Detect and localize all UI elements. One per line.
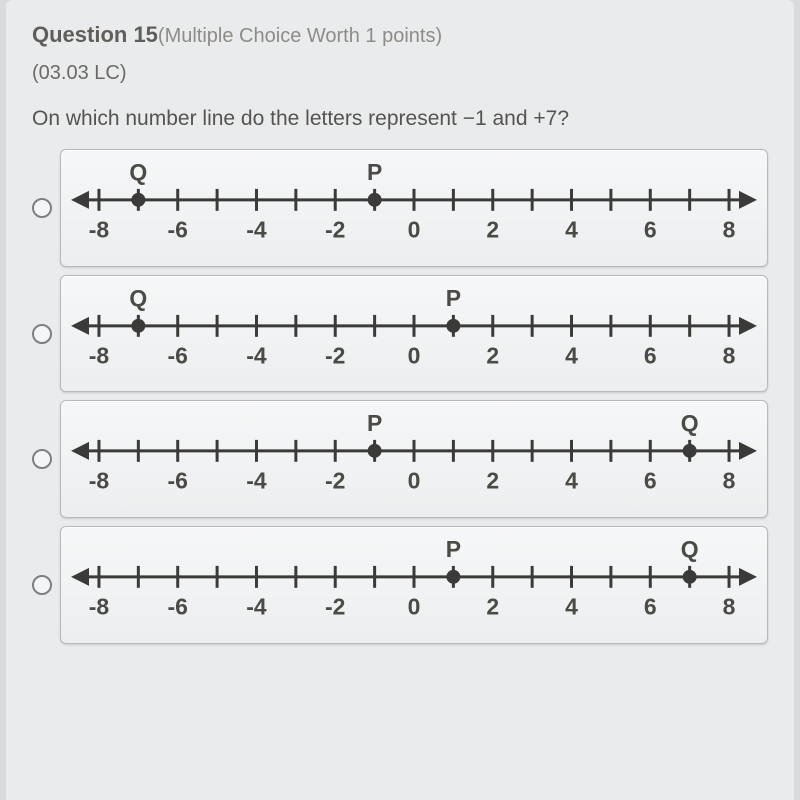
options-list: -8 -6 -4 -2 0 2 4 6 8 Q P -8 -6 -4 -2 0 2 4 6 8 Q P -8 -6 -4… — [32, 149, 768, 644]
svg-text:-8: -8 — [89, 342, 110, 368]
option-row[interactable]: -8 -6 -4 -2 0 2 4 6 8 P Q — [32, 526, 768, 644]
radio-option-2[interactable] — [32, 324, 52, 344]
svg-text:P: P — [446, 536, 461, 562]
svg-text:2: 2 — [486, 342, 499, 368]
svg-text:-8: -8 — [89, 594, 110, 620]
svg-text:-6: -6 — [168, 342, 188, 368]
svg-text:-6: -6 — [168, 217, 188, 243]
svg-text:8: 8 — [723, 468, 736, 494]
svg-text:2: 2 — [486, 594, 499, 620]
svg-text:-4: -4 — [246, 594, 267, 620]
radio-option-4[interactable] — [32, 575, 52, 595]
question-container: Question 15(Multiple Choice Worth 1 poin… — [6, 0, 794, 800]
svg-text:-4: -4 — [246, 217, 267, 243]
svg-text:4: 4 — [565, 217, 578, 243]
option-card: -8 -6 -4 -2 0 2 4 6 8 P Q — [60, 526, 768, 644]
svg-text:4: 4 — [565, 342, 578, 368]
svg-text:0: 0 — [408, 594, 421, 620]
option-card: -8 -6 -4 -2 0 2 4 6 8 Q P — [60, 275, 768, 393]
question-prompt: On which number line do the letters repr… — [32, 107, 768, 131]
svg-text:Q: Q — [129, 159, 147, 185]
svg-text:P: P — [367, 159, 382, 185]
svg-text:-8: -8 — [89, 217, 110, 243]
svg-text:6: 6 — [644, 594, 657, 620]
svg-text:Q: Q — [681, 410, 699, 436]
number-line-chart: -8 -6 -4 -2 0 2 4 6 8 P Q — [71, 405, 757, 513]
number-line-chart: -8 -6 -4 -2 0 2 4 6 8 P Q — [71, 531, 757, 639]
svg-text:-2: -2 — [325, 217, 345, 243]
svg-text:0: 0 — [408, 468, 421, 494]
option-card: -8 -6 -4 -2 0 2 4 6 8 P Q — [60, 400, 768, 518]
question-number: Question 15 — [32, 22, 158, 47]
svg-text:Q: Q — [129, 285, 147, 311]
svg-text:2: 2 — [486, 468, 499, 494]
svg-text:-8: -8 — [89, 468, 110, 494]
svg-text:0: 0 — [408, 217, 421, 243]
svg-text:0: 0 — [408, 342, 421, 368]
option-card: -8 -6 -4 -2 0 2 4 6 8 Q P — [60, 149, 768, 267]
svg-text:P: P — [446, 285, 461, 311]
radio-option-3[interactable] — [32, 449, 52, 469]
svg-text:-2: -2 — [325, 342, 345, 368]
svg-text:P: P — [367, 410, 382, 436]
question-code: (03.03 LC) — [32, 62, 768, 85]
svg-text:6: 6 — [644, 217, 657, 243]
question-meta: (Multiple Choice Worth 1 points) — [158, 25, 442, 47]
number-line-chart: -8 -6 -4 -2 0 2 4 6 8 Q P — [71, 154, 757, 262]
svg-text:-6: -6 — [168, 594, 188, 620]
svg-text:Q: Q — [681, 536, 699, 562]
option-row[interactable]: -8 -6 -4 -2 0 2 4 6 8 Q P — [32, 149, 768, 267]
svg-text:8: 8 — [723, 594, 736, 620]
svg-text:-4: -4 — [246, 342, 267, 368]
svg-text:4: 4 — [565, 468, 578, 494]
radio-option-1[interactable] — [32, 198, 52, 218]
option-row[interactable]: -8 -6 -4 -2 0 2 4 6 8 P Q — [32, 400, 768, 518]
svg-text:6: 6 — [644, 468, 657, 494]
svg-text:-4: -4 — [246, 468, 267, 494]
option-row[interactable]: -8 -6 -4 -2 0 2 4 6 8 Q P — [32, 275, 768, 393]
number-line-chart: -8 -6 -4 -2 0 2 4 6 8 Q P — [71, 280, 757, 388]
svg-text:4: 4 — [565, 594, 578, 620]
question-header: Question 15(Multiple Choice Worth 1 poin… — [32, 22, 768, 48]
svg-text:6: 6 — [644, 342, 657, 368]
svg-text:-2: -2 — [325, 594, 345, 620]
svg-text:8: 8 — [723, 342, 736, 368]
svg-text:8: 8 — [723, 217, 736, 243]
svg-text:-6: -6 — [168, 468, 188, 494]
svg-text:-2: -2 — [325, 468, 345, 494]
svg-text:2: 2 — [486, 217, 499, 243]
